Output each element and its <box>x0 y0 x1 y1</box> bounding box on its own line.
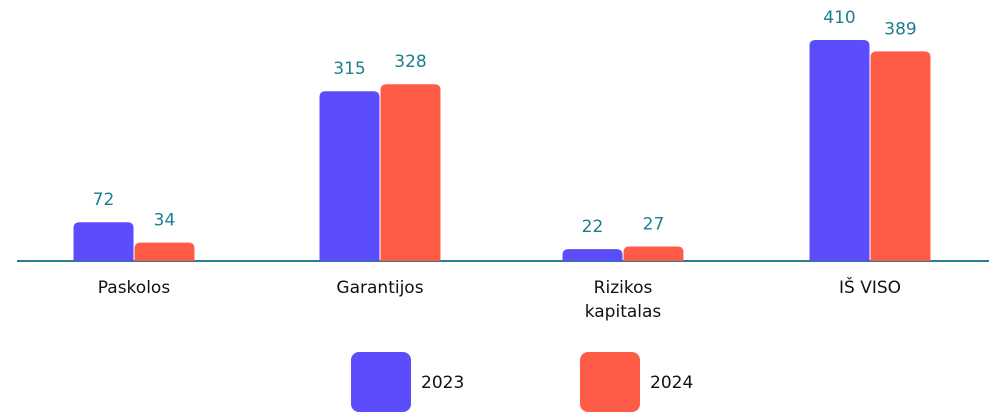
data-label: 315 <box>333 59 365 79</box>
data-label: 27 <box>643 214 665 234</box>
legend-label: 2023 <box>421 373 464 393</box>
x-tick-label: Garantijos <box>336 278 424 298</box>
data-label: 328 <box>394 52 426 72</box>
legend-swatch <box>351 352 411 412</box>
x-tick-label: IŠ VISO <box>838 278 902 298</box>
legend-label: 2024 <box>650 373 693 393</box>
bar <box>73 222 134 261</box>
data-label: 72 <box>93 190 115 210</box>
bar <box>809 40 870 261</box>
data-label: 389 <box>884 19 916 39</box>
data-label: 410 <box>823 8 855 28</box>
bar <box>134 242 195 261</box>
legend-swatch <box>580 352 640 412</box>
data-label: 22 <box>582 217 604 237</box>
bar <box>380 84 441 261</box>
data-label: 34 <box>154 211 176 231</box>
x-tick-label: Rizikos kapitalas <box>584 278 662 322</box>
bar <box>562 249 623 261</box>
bar <box>623 246 684 261</box>
bar <box>870 51 931 261</box>
bar <box>319 91 380 262</box>
x-tick-label: Paskolos <box>97 278 171 298</box>
